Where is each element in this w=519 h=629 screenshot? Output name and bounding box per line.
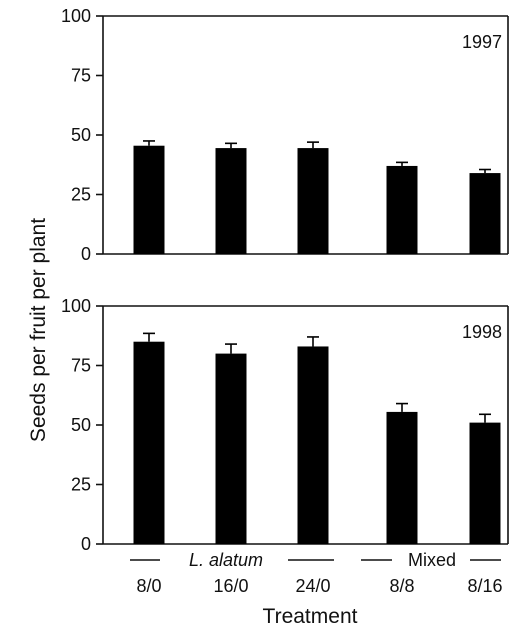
x-axis-title: Treatment: [263, 605, 358, 628]
category-labels: 8/0 16/0 24/0 8/8 8/16: [136, 576, 502, 596]
bar-16-0: [215, 353, 247, 544]
group-label-l-alatum: L. alatum: [189, 550, 263, 570]
bar-8-16: [469, 422, 501, 544]
bar-8-0: [133, 145, 165, 254]
panel-1998: 0 25 50 75 100 1998: [61, 296, 509, 554]
y-tick-label: 0: [81, 244, 91, 264]
panel-1997: 0 25 50 75 100 1997: [61, 6, 509, 264]
group-label-mixed: Mixed: [408, 550, 456, 570]
y-axis-title: Seeds per fruit per plant: [27, 218, 50, 442]
bar-24-0: [297, 148, 329, 254]
category-label: 16/0: [213, 576, 248, 596]
bar-8-8: [386, 165, 418, 254]
bar-16-0: [215, 148, 247, 254]
category-label: 8/8: [389, 576, 414, 596]
y-tick-label: 50: [71, 125, 91, 145]
category-label: 8/0: [136, 576, 161, 596]
bar-8-8: [386, 411, 418, 544]
bar-8-0: [133, 341, 165, 544]
y-tick-label: 25: [71, 475, 91, 495]
category-label: 24/0: [295, 576, 330, 596]
y-tick-label: 75: [71, 356, 91, 376]
panel-year-label: 1998: [462, 322, 502, 342]
group-labels: L. alatum Mixed: [130, 550, 501, 570]
y-tick-label: 25: [71, 185, 91, 205]
y-tick-label: 50: [71, 415, 91, 435]
bar-8-16: [469, 173, 501, 254]
y-tick-label: 75: [71, 66, 91, 86]
category-label: 8/16: [467, 576, 502, 596]
y-tick-label: 100: [61, 296, 91, 316]
y-tick-label: 100: [61, 6, 91, 26]
y-tick-label: 0: [81, 534, 91, 554]
bar-24-0: [297, 346, 329, 544]
panel-year-label: 1997: [462, 32, 502, 52]
